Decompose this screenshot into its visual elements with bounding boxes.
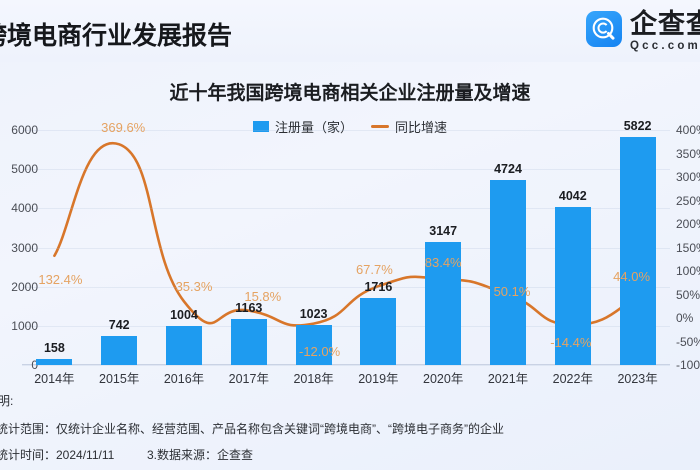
legend-item-bar-label: 注册量（家）: [274, 120, 353, 135]
x-axis-label-2018年: 2018年: [293, 372, 334, 386]
growth-rate-label: 132.4%: [38, 271, 83, 287]
gridline: [22, 208, 670, 210]
y-axis-left-tick: 1000: [11, 318, 38, 333]
y-axis-left-tick: 3000: [11, 240, 38, 255]
y-axis-left-tick: 4000: [11, 201, 38, 216]
y-axis-left-tick: 6000: [11, 123, 38, 137]
bar-value-label: 742: [108, 317, 130, 332]
gridline: [22, 130, 670, 131]
bar-value-label: 158: [43, 340, 65, 355]
gridline: [22, 365, 670, 366]
page-header: 跨境电商行业发展报告 企查查 Qcc.com: [0, 0, 700, 62]
growth-rate-label: 50.1%: [493, 284, 531, 300]
y-axis-right-tick: 250%: [676, 193, 700, 208]
y-axis-right-tick: 0%: [676, 311, 694, 325]
bar-2022年[interactable]: [554, 206, 591, 365]
footer-note-source: 3.数据来源：企查查: [146, 448, 253, 462]
growth-rate-line-series: [53, 141, 639, 327]
bar-2021年[interactable]: [490, 179, 526, 365]
growth-rate-label: 44.0%: [613, 269, 651, 285]
legend-line-swatch-icon: [371, 125, 389, 128]
gridline: [22, 325, 670, 327]
x-axis-label-2020年: 2020年: [423, 372, 464, 386]
x-axis-label-2022年: 2022年: [552, 372, 593, 386]
y-axis-right-tick: 300%: [676, 170, 700, 184]
growth-rate-label: -12.0%: [298, 343, 341, 359]
bar-value-label: 1004: [170, 307, 198, 322]
y-axis-left-tick: 5000: [11, 162, 38, 177]
y-axis-left-tick: 2000: [11, 279, 38, 294]
footer-note-scope: 1.统计范围：仅统计企业名称、经营范围、产品名称包含关键词“跨境电商”、“跨境电…: [0, 422, 504, 436]
x-axis-label-2021年: 2021年: [487, 372, 529, 386]
x-axis-labels: 2014年 2015年 2016年 2017年 2018年 2019年 2020年 2021年…: [22, 368, 670, 388]
bar-value-label: 5822: [623, 118, 652, 133]
brand-name-cn: 企查查: [630, 9, 700, 39]
bar-value-label: 1716: [364, 279, 393, 294]
gridline: [22, 286, 670, 288]
legend-item-bar[interactable]: 注册量（家）: [252, 117, 353, 136]
x-axis-label-2017年: 2017年: [228, 372, 269, 386]
x-axis-label-2019年: 2019年: [358, 372, 399, 386]
x-axis-label-2023年: 2023年: [617, 372, 658, 386]
bar-2017年[interactable]: [230, 319, 267, 365]
chart-legend: 注册量（家） 同比增速: [0, 117, 700, 136]
page-title: 跨境电商行业发展报告: [0, 22, 233, 50]
growth-rate-label: -14.4%: [550, 334, 592, 350]
x-axis-label-2014年: 2014年: [34, 372, 75, 386]
bar-value-label: 1023: [299, 306, 328, 321]
y-axis-right-tick: 400%: [676, 123, 700, 137]
bar-2019年[interactable]: [360, 297, 397, 365]
growth-rate-label: 369.6%: [101, 120, 146, 136]
growth-rate-line: [53, 141, 639, 327]
gridline: [22, 247, 670, 249]
legend-item-line[interactable]: 同比增速: [371, 117, 447, 136]
y-axis-right-tick: 200%: [676, 217, 700, 231]
y-axis-left-tick: 0: [31, 358, 38, 372]
brand-logo: 企查查 Qcc.com: [586, 11, 700, 53]
footer-note-time-source: 2.统计时间：2024/11/11 3.数据来源：企查查: [0, 446, 700, 463]
brand-name-en: Qcc.com: [630, 40, 700, 52]
growth-rate-label: 35.3%: [175, 279, 213, 295]
footer-note-heading: 说明:: [0, 394, 14, 408]
x-axis-label-2015年: 2015年: [99, 372, 140, 386]
chart-title: 近十年我国跨境电商相关企业注册量及增速: [169, 83, 531, 104]
bar-2023年[interactable]: [619, 136, 656, 365]
bar-2018年[interactable]: [295, 324, 332, 365]
y-axis-right-tick: -50%: [676, 334, 700, 349]
y-axis-right-tick: 100%: [676, 264, 700, 278]
bar-value-label: 3147: [429, 223, 458, 238]
bar-value-label: 1163: [235, 301, 263, 316]
bar-value-label: 4724: [494, 161, 522, 176]
footer-notes: 说明: 1.统计范围：仅统计企业名称、经营范围、产品名称包含关键词“跨境电商”、…: [0, 392, 700, 470]
bar-value-label: 4042: [558, 188, 587, 203]
growth-rate-label: 67.7%: [355, 262, 393, 278]
qcc-logo-icon: [586, 11, 622, 47]
legend-bar-swatch-icon: [252, 121, 269, 132]
x-axis-line: [22, 364, 670, 365]
gridline: [22, 169, 670, 171]
x-axis-label-2016年: 2016年: [163, 372, 205, 386]
bar-2016年[interactable]: [166, 325, 202, 365]
y-axis-right-tick: 50%: [676, 287, 700, 302]
growth-rate-label: 15.8%: [244, 288, 282, 304]
bar-2014年[interactable]: [36, 358, 73, 365]
legend-item-line-label: 同比增速: [395, 120, 448, 135]
bar-2015年[interactable]: [101, 335, 138, 365]
y-axis-right-tick: 150%: [676, 240, 700, 255]
footer-note-time: 2.统计时间：2024/11/11: [0, 448, 115, 462]
y-axis-right-tick: -100%: [676, 358, 700, 372]
bar-2020年[interactable]: [425, 241, 462, 365]
chart-plot-area: 6000 5000 4000 3000 2000 1000 0 400% 350% 300% 250…: [11, 119, 700, 372]
growth-rate-label: 83.4%: [424, 254, 462, 270]
y-axis-right-tick: 350%: [676, 146, 700, 161]
